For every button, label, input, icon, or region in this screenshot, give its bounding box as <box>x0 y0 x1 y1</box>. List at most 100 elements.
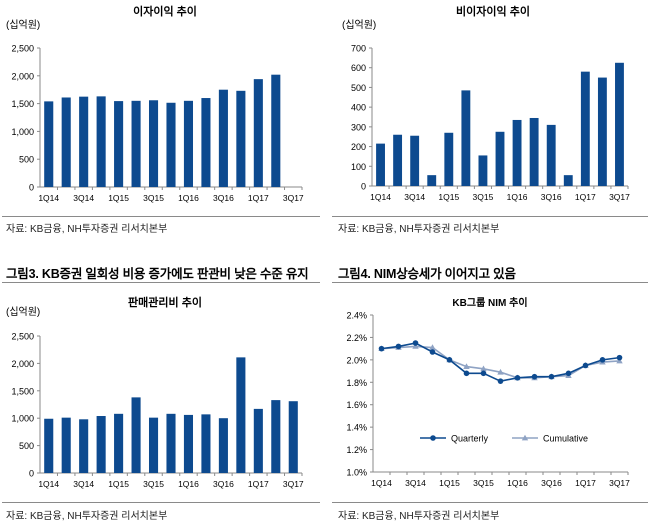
y-tick-label: 0 <box>361 182 366 192</box>
x-tick-label: 3Q14 <box>404 192 425 202</box>
x-tick-label: 3Q17 <box>609 478 630 488</box>
bar-2Q17 <box>271 74 281 187</box>
bar-2Q16 <box>201 98 211 187</box>
source-note: 자료: KB금융, NH투자증권 리서치본부 <box>6 511 168 522</box>
x-tick-label: 1Q17 <box>575 478 596 488</box>
bar-3Q17 <box>288 401 298 473</box>
x-tick-label: 1Q14 <box>38 193 59 203</box>
bar-1Q16 <box>183 100 194 187</box>
bar-2Q15 <box>131 100 141 187</box>
x-tick-label: 1Q14 <box>370 192 391 202</box>
legend-label-cumulative: Cumulative <box>543 434 588 444</box>
point-quarterly-3Q17 <box>616 354 623 361</box>
y-tick-label: 2.2% <box>346 333 367 343</box>
bar-3Q15 <box>478 155 488 186</box>
point-quarterly-2Q14 <box>395 343 402 350</box>
y-tick-label: 1,000 <box>11 127 34 137</box>
x-tick-label: 1Q14 <box>371 478 392 488</box>
y-tick-label: 2,000 <box>11 71 34 81</box>
chart-noninterest-income: 비이자이익 추이 (십억원) 0 100 200 300 400 500 600 700 1Q14 3… <box>342 4 630 202</box>
bar-4Q16 <box>563 175 573 186</box>
y-tick-label: 500 <box>19 441 34 451</box>
x-tick-label: 3Q15 <box>143 193 164 203</box>
legend-label-quarterly: Quarterly <box>451 434 489 444</box>
x-tick-label: 1Q16 <box>178 193 199 203</box>
chart-sga-expense: 판매관리비 추이 (십억원) 0 500 1,000 1,500 2,000 2,500 1Q1… <box>6 295 304 489</box>
bar-4Q16 <box>236 90 246 187</box>
bar-3Q15 <box>148 417 159 473</box>
bar-4Q15 <box>166 413 176 473</box>
y-tick-label: 300 <box>351 122 366 132</box>
point-quarterly-2Q15 <box>463 370 470 377</box>
legend-marker-quarterly <box>430 435 436 441</box>
bar-3Q16 <box>218 418 228 473</box>
chart-title: 비이자이익 추이 <box>456 4 530 18</box>
y-tick-label: 600 <box>351 63 366 73</box>
bar-2Q15 <box>131 397 141 473</box>
y-tick-label: 0 <box>29 183 34 193</box>
bar-3Q14 <box>79 419 89 473</box>
x-tick-label: 1Q15 <box>438 192 459 202</box>
x-tick-label: 3Q16 <box>213 479 234 489</box>
y-tick-label: 1,000 <box>11 414 34 424</box>
legend-marker-cumulative <box>521 434 529 441</box>
bar-2Q17 <box>597 77 607 186</box>
bar-4Q14 <box>96 416 106 473</box>
y-tick-label: 2,000 <box>11 359 34 369</box>
bar-1Q17 <box>253 79 263 187</box>
bar-4Q15 <box>495 131 505 186</box>
bar-1Q16 <box>183 414 194 473</box>
bar-2Q14 <box>61 417 71 473</box>
y-tick-label: 500 <box>19 155 34 165</box>
bar-3Q14 <box>79 96 89 187</box>
point-cumulative-2Q15 <box>463 363 470 369</box>
bar-2Q14 <box>393 134 403 186</box>
y-tick-label: 400 <box>351 103 366 113</box>
x-tick-label: 3Q16 <box>213 193 234 203</box>
chart-title: KB그룹 NIM 추이 <box>452 296 527 309</box>
source-note: 자료: KB금융, NH투자증권 리서치본부 <box>338 511 500 522</box>
x-tick-label: 3Q15 <box>473 192 494 202</box>
point-quarterly-4Q16 <box>565 370 572 377</box>
chart-title: 판매관리비 추이 <box>128 295 202 309</box>
y-tick-label: 200 <box>351 142 366 152</box>
divider <box>2 282 320 283</box>
bar-2Q17 <box>271 400 281 473</box>
bar-3Q17 <box>615 62 624 186</box>
y-tick-label: 1,500 <box>11 386 34 396</box>
x-tick-label: 1Q17 <box>575 192 596 202</box>
y-tick-label: 700 <box>351 44 366 54</box>
point-quarterly-3Q16 <box>548 373 555 380</box>
bar-2Q16 <box>201 414 211 473</box>
bar-1Q14 <box>44 418 54 473</box>
y-tick-label: 2,500 <box>11 332 34 342</box>
point-quarterly-1Q17 <box>582 362 589 369</box>
divider <box>332 282 648 283</box>
bar-4Q15 <box>166 102 176 187</box>
bar-1Q15 <box>444 132 454 186</box>
unit-label: (십억원) <box>342 19 376 31</box>
point-quarterly-4Q15 <box>497 378 504 384</box>
point-quarterly-4Q14 <box>429 349 436 355</box>
y-tick-label: 1,500 <box>11 99 34 109</box>
x-tick-label: 3Q17 <box>609 192 630 202</box>
chart-interest-income: 이자이익 추이 (십억원) 0 500 1,000 1,500 2,000 2,500 1Q14… <box>6 4 304 203</box>
bar-1Q14 <box>44 101 54 187</box>
point-cumulative-4Q14 <box>429 344 436 350</box>
chart-nim-trend: KB그룹 NIM 추이 1.0% 1.2% 1.4% 1.6% 1.8% 2.0% 2.2% 2… <box>346 296 630 488</box>
bar-1Q16 <box>512 119 522 186</box>
x-tick-label: 3Q17 <box>283 193 304 203</box>
point-quarterly-2Q16 <box>531 373 538 380</box>
source-note: 자료: KB금융, NH투자증권 리서치본부 <box>338 224 500 235</box>
point-cumulative-3Q15 <box>480 365 487 372</box>
point-quarterly-3Q15 <box>480 370 487 377</box>
y-tick-label: 1.2% <box>346 445 367 455</box>
x-tick-label: 1Q15 <box>108 193 129 203</box>
y-tick-label: 2,500 <box>11 44 34 54</box>
y-tick-label: 100 <box>351 162 366 172</box>
y-tick-label: 1.6% <box>346 400 367 410</box>
bar-1Q15 <box>114 101 124 187</box>
bar-2Q16 <box>529 117 539 186</box>
x-tick-label: 1Q15 <box>108 479 129 489</box>
divider <box>332 216 648 217</box>
